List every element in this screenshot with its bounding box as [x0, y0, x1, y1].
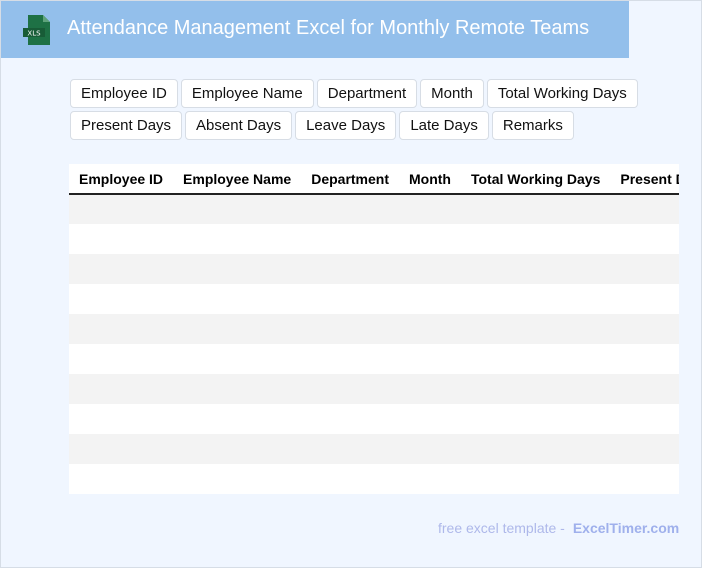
- table-row: [69, 344, 679, 374]
- table-row: [69, 314, 679, 344]
- field-chip[interactable]: Employee ID: [70, 79, 178, 108]
- column-header: Present Days: [610, 164, 679, 195]
- table-cell[interactable]: [301, 254, 399, 284]
- table-cell[interactable]: [173, 464, 301, 494]
- table-cell[interactable]: [301, 284, 399, 314]
- table-cell[interactable]: [301, 434, 399, 464]
- table-cell[interactable]: [69, 314, 174, 344]
- table-cell[interactable]: [301, 344, 399, 374]
- table-cell[interactable]: [610, 314, 679, 344]
- page-title: Attendance Management Excel for Monthly …: [67, 17, 590, 39]
- footer-credit: free excel template - ExcelTimer.com: [438, 520, 679, 536]
- table-cell[interactable]: [399, 404, 461, 434]
- table-cell[interactable]: [301, 224, 399, 254]
- table-cell[interactable]: [301, 404, 399, 434]
- table-cell[interactable]: [610, 434, 679, 464]
- table-cell[interactable]: [301, 464, 399, 494]
- field-chip[interactable]: Total Working Days: [486, 79, 638, 108]
- svg-text:XLS: XLS: [27, 30, 41, 38]
- table-cell[interactable]: [610, 194, 679, 224]
- table-cell[interactable]: [399, 374, 461, 404]
- table-cell[interactable]: [69, 404, 173, 434]
- table-cell[interactable]: [610, 374, 679, 404]
- table-cell[interactable]: [399, 464, 461, 494]
- column-header: Department: [301, 164, 399, 195]
- table-cell[interactable]: [301, 314, 399, 344]
- table-cell[interactable]: [610, 464, 679, 494]
- table-cell[interactable]: [173, 254, 302, 284]
- field-chip[interactable]: Month: [420, 79, 484, 108]
- column-header: Employee ID: [69, 164, 174, 195]
- table-cell[interactable]: [69, 464, 173, 494]
- table-cell[interactable]: [301, 374, 399, 404]
- table-cell[interactable]: [173, 344, 301, 374]
- table-cell[interactable]: [460, 434, 611, 464]
- table-row: [69, 464, 679, 494]
- table-row: [69, 224, 679, 254]
- table-cell[interactable]: [69, 254, 174, 284]
- field-chip[interactable]: Department: [316, 79, 418, 108]
- field-chip[interactable]: Remarks: [491, 111, 574, 140]
- table-cell[interactable]: [399, 314, 461, 344]
- table-cell[interactable]: [461, 344, 610, 374]
- table-cell[interactable]: [69, 194, 174, 224]
- table-cell[interactable]: [610, 404, 679, 434]
- column-header: Total Working Days: [460, 164, 611, 195]
- table-cell[interactable]: [69, 374, 174, 404]
- table-cell[interactable]: [69, 224, 173, 254]
- table-cell[interactable]: [399, 254, 461, 284]
- footer-text: free excel template -: [438, 520, 565, 536]
- table-cell[interactable]: [69, 434, 174, 464]
- table-cell[interactable]: [399, 434, 461, 464]
- excel-file-icon: XLS: [23, 15, 50, 45]
- table-cell[interactable]: [69, 344, 173, 374]
- table-cell[interactable]: [461, 464, 610, 494]
- table-row: [69, 194, 679, 224]
- field-chip[interactable]: Employee Name: [180, 79, 314, 108]
- table-cell[interactable]: [399, 224, 461, 254]
- table-row: [69, 434, 679, 464]
- field-chip[interactable]: Leave Days: [295, 111, 397, 140]
- table-cell[interactable]: [461, 404, 610, 434]
- table-cell[interactable]: [173, 314, 302, 344]
- table-row: [69, 284, 679, 314]
- table-cell[interactable]: [301, 194, 399, 224]
- table-cell[interactable]: [69, 284, 173, 314]
- attendance-table: Employee ID Employee Name Department Month T…: [69, 164, 679, 494]
- table-cell[interactable]: [460, 374, 611, 404]
- table-cell[interactable]: [173, 194, 302, 224]
- table-cell[interactable]: [460, 194, 611, 224]
- table-cell[interactable]: [610, 254, 679, 284]
- table-row: [69, 254, 679, 284]
- field-chips: Employee ID Employee Name Department Month T…: [70, 79, 640, 140]
- table-cell[interactable]: [460, 254, 611, 284]
- table-row: [69, 404, 679, 434]
- table-cell[interactable]: [173, 374, 302, 404]
- table-header-row: Employee ID Employee Name Department Month T…: [69, 164, 679, 195]
- title-banner: XLS Attendance Management Excel for Mont…: [1, 1, 629, 58]
- table-cell[interactable]: [399, 284, 461, 314]
- footer-brand-link[interactable]: ExcelTimer.com: [572, 520, 680, 536]
- column-header: Employee Name: [173, 164, 302, 195]
- table-cell[interactable]: [399, 344, 461, 374]
- table-cell[interactable]: [461, 284, 610, 314]
- table-cell[interactable]: [461, 224, 610, 254]
- table-cell[interactable]: [173, 284, 301, 314]
- table-cell[interactable]: [399, 194, 461, 224]
- table-cell[interactable]: [173, 434, 302, 464]
- table-cell[interactable]: [173, 404, 301, 434]
- table-cell[interactable]: [173, 224, 301, 254]
- field-chip[interactable]: Present Days: [70, 111, 183, 140]
- table-row: [69, 374, 679, 404]
- field-chip[interactable]: Absent Days: [185, 111, 293, 140]
- column-header: Month: [399, 164, 461, 195]
- table-cell[interactable]: [610, 224, 679, 254]
- table-cell[interactable]: [610, 284, 679, 314]
- table-cell[interactable]: [610, 344, 679, 374]
- field-chip[interactable]: Late Days: [399, 111, 489, 140]
- table-cell[interactable]: [460, 314, 611, 344]
